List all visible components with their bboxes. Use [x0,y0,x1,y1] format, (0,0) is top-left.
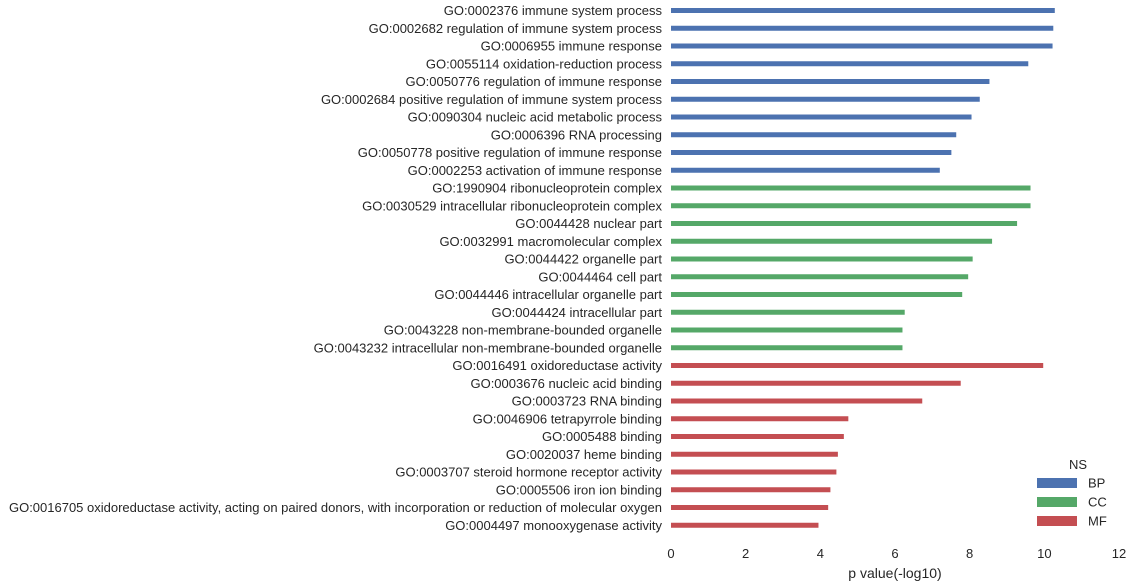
bar-cc-17 [671,309,905,315]
bar-bp-4 [671,79,990,84]
category-label: GO:0002376 immune system process [444,3,663,18]
bar-mf-23 [671,416,849,422]
bar-mf-21 [671,380,961,386]
bar-cc-12 [671,221,1018,226]
category-label: GO:0004497 monooxygenase activity [445,518,662,533]
category-label: GO:0006955 immune response [481,39,662,54]
category-label: GO:0003707 steroid hormone receptor acti… [395,465,662,480]
bar-mf-22 [671,398,923,404]
x-tick-label: 10 [1037,546,1051,561]
bar-mf-25 [671,451,838,457]
category-label: GO:1990904 ribonucleoprotein complex [432,181,662,196]
legend-swatch-cc [1037,497,1077,507]
category-label: GO:0090304 nucleic acid metabolic proces… [408,110,663,125]
category-label: GO:0043228 non-membrane-bounded organell… [384,323,662,338]
category-label: GO:0044422 organelle part [504,252,662,267]
category-label: GO:0032991 macromolecular complex [439,234,662,249]
x-tick-label: 0 [667,546,674,561]
category-label: GO:0003723 RNA binding [512,394,662,409]
bar-cc-11 [671,203,1031,209]
category-label: GO:0016705 oxidoreductase activity, acti… [9,500,662,515]
category-label: GO:0002253 activation of immune response [408,163,662,178]
bar-cc-15 [671,274,969,280]
x-tick-label: 6 [891,546,898,561]
category-label: GO:0050778 positive regulation of immune… [358,145,662,160]
x-axis-ticks: 0 2 4 6 8 10 12 [667,546,1126,561]
category-label: GO:0044428 nuclear part [515,216,662,231]
legend-entries: BP CC MF [1037,476,1107,529]
legend-label-bp: BP [1088,476,1105,491]
category-label: GO:0005488 binding [542,429,662,444]
x-tick-label: 2 [742,546,749,561]
category-label: GO:0020037 heme binding [506,447,662,462]
bar-mf-28 [671,505,829,510]
bars-layer [671,8,1055,528]
category-label: GO:0044446 intracellular organelle part [434,287,662,302]
category-label: GO:0002682 regulation of immune system p… [369,21,663,36]
legend-title: NS [1069,457,1087,472]
category-label: GO:0030529 intracellular ribonucleoprote… [362,198,662,213]
bar-mf-24 [671,434,844,439]
category-label: GO:0046906 tetrapyrrole binding [473,411,662,426]
category-label: GO:0043232 intracellular non-membrane-bo… [314,340,662,355]
category-label: GO:0055114 oxidation-reduction process [426,56,663,71]
legend-swatch-bp [1037,478,1077,488]
category-label: GO:0003676 nucleic acid binding [470,376,662,391]
bar-bp-2 [671,43,1053,49]
bar-cc-10 [671,185,1031,191]
bar-mf-29 [671,522,819,528]
category-label: GO:0044424 intracellular part [491,305,662,320]
legend-swatch-mf [1037,516,1077,526]
x-tick-label: 8 [966,546,973,561]
x-axis-label: p value(-log10) [848,565,941,581]
bar-bp-3 [671,61,1029,67]
bar-cc-19 [671,345,903,351]
category-label: GO:0006396 RNA processing [491,127,662,142]
category-label: GO:0005506 iron ion binding [496,482,662,497]
bar-cc-16 [671,292,963,297]
bar-bp-5 [671,96,980,102]
bar-bp-9 [671,167,940,173]
bar-cc-14 [671,256,973,262]
bar-bp-1 [671,25,1054,31]
category-label: GO:0050776 regulation of immune response [405,74,662,89]
bar-bp-7 [671,132,957,138]
category-label: GO:0016491 oxidoreductase activity [452,358,662,373]
category-label: GO:0002684 positive regulation of immune… [321,92,663,107]
bar-bp-8 [671,150,952,155]
legend-label-mf: MF [1088,514,1107,529]
x-tick-label: 4 [817,546,824,561]
legend: NS BP CC MF [1037,457,1107,529]
bar-bp-6 [671,114,972,120]
bar-cc-18 [671,327,903,333]
bar-mf-27 [671,487,831,493]
legend-label-cc: CC [1088,495,1107,510]
category-label: GO:0044464 cell part [538,269,662,284]
bar-mf-20 [671,363,1044,368]
bar-mf-26 [671,469,837,475]
category-labels: GO:0002376 immune system process GO:00026… [9,3,663,533]
x-tick-label: 12 [1112,546,1126,561]
bar-cc-13 [671,238,993,244]
bar-bp-0 [671,8,1055,13]
